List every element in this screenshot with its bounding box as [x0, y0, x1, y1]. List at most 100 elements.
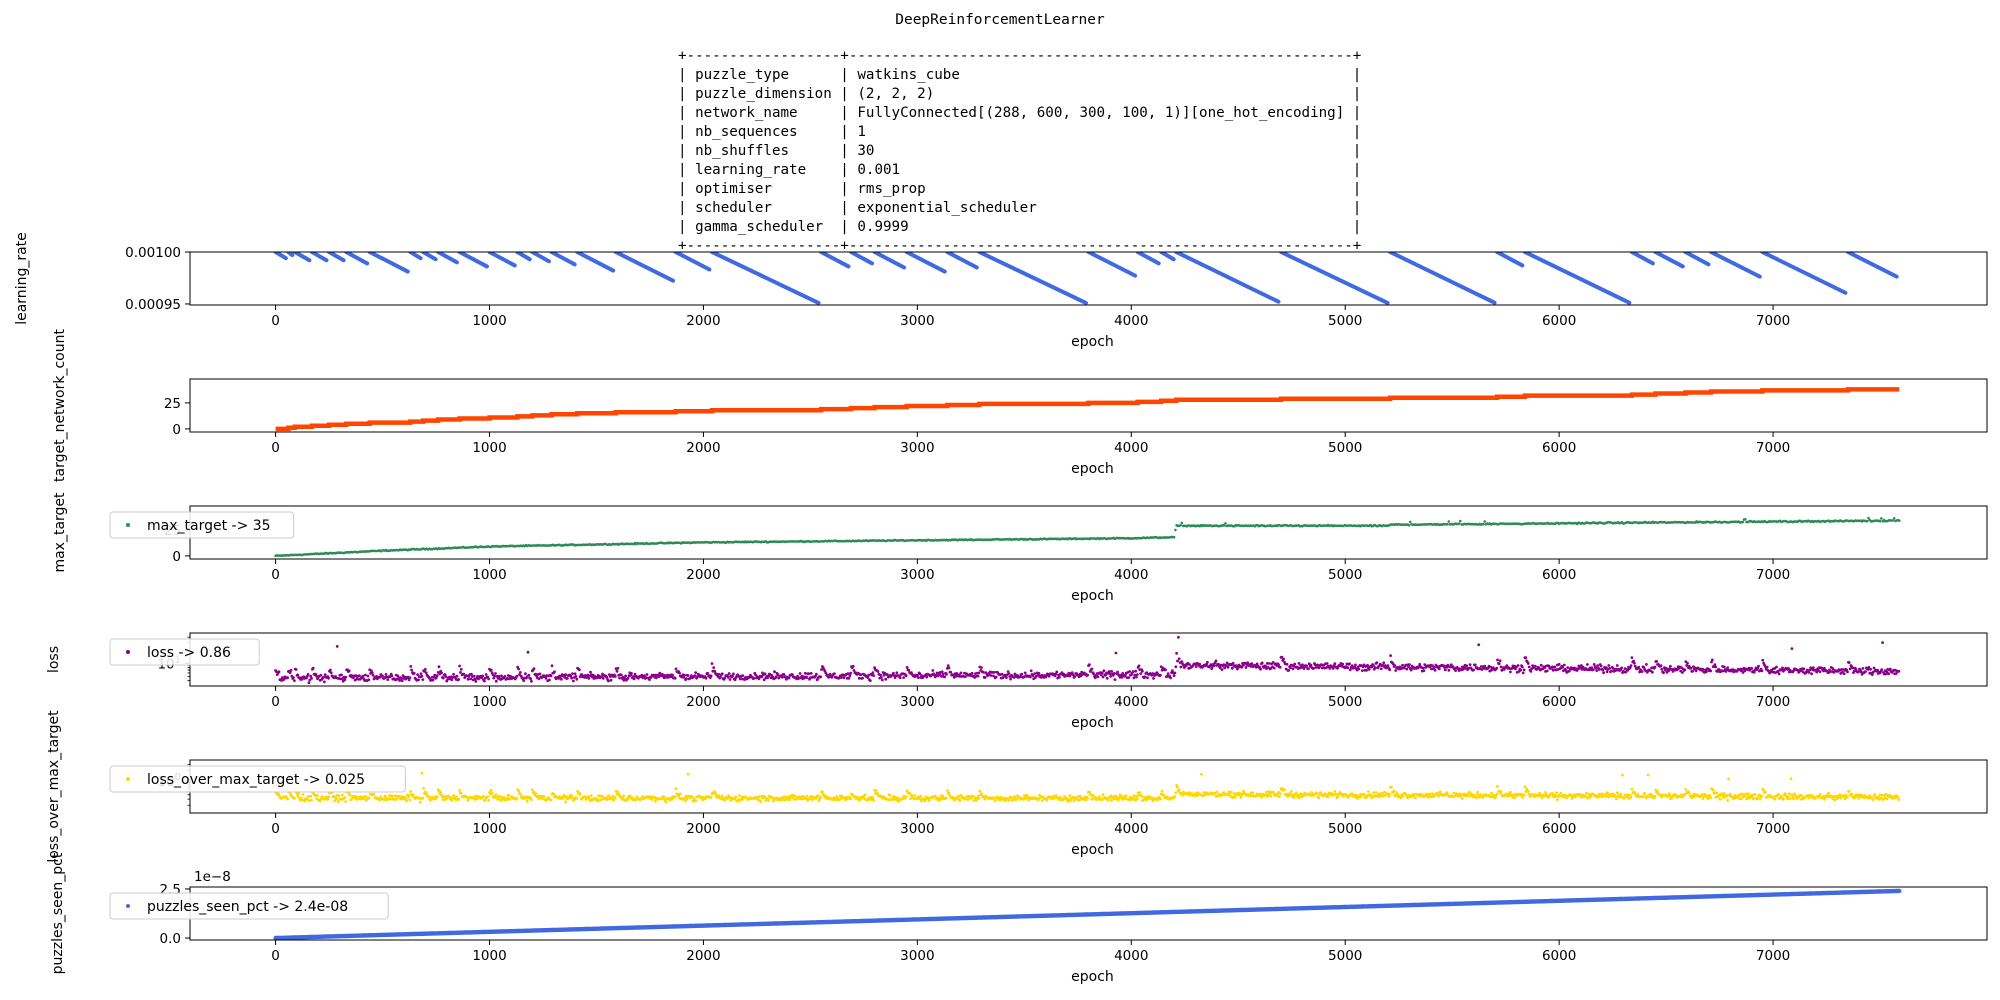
loss-over-max-target-point [595, 797, 599, 801]
loss-point [450, 678, 454, 682]
loss-point [803, 671, 807, 675]
loss-point [1443, 668, 1447, 672]
x-axis-label: epoch [1071, 588, 1114, 604]
loss-point [1872, 666, 1876, 670]
loss-point [1307, 667, 1310, 671]
loss-point [607, 679, 610, 683]
loss-over-max-target-point [1668, 792, 1671, 796]
loss-point [1217, 663, 1220, 666]
loss-point [1486, 666, 1490, 670]
loss-over-max-target-point [309, 794, 313, 798]
loss-over-max-target-point [333, 799, 336, 803]
loss-point [1210, 667, 1214, 670]
loss-over-max-target-point [1438, 790, 1442, 793]
loss-point [1114, 651, 1118, 655]
loss-point [423, 668, 427, 671]
loss-over-max-target-point [1499, 790, 1503, 794]
loss-point [1626, 669, 1629, 672]
loss-point [459, 671, 462, 674]
loss-over-max-target-point [570, 794, 573, 797]
loss-point [1629, 664, 1633, 667]
x-tick-label: 4000 [1114, 440, 1148, 456]
loss-point [959, 671, 963, 675]
loss-point [1177, 635, 1180, 639]
loss-point [727, 672, 731, 675]
loss-over-max-target-point [334, 797, 338, 801]
loss-point [1146, 676, 1149, 680]
loss-point [1354, 663, 1357, 667]
loss-over-max-target-point [496, 798, 500, 801]
loss-point [1128, 670, 1131, 673]
loss-over-max-target-point [1117, 798, 1120, 802]
loss-over-max-target-point [938, 798, 941, 802]
loss-over-max-target-point [367, 797, 371, 800]
loss-over-max-target-point [327, 795, 330, 799]
x-tick-label: 7000 [1756, 440, 1790, 456]
loss-point [731, 674, 734, 678]
loss-point [527, 673, 531, 677]
loss-point [484, 673, 488, 676]
loss-over-max-target-point [694, 799, 698, 803]
loss-point [1897, 669, 1901, 673]
loss-point [1566, 666, 1570, 669]
loss-point [1166, 672, 1170, 676]
loss-over-max-target-point [1138, 791, 1142, 794]
loss-point [1701, 667, 1705, 671]
loss-point [1433, 668, 1437, 672]
x-tick-label: 0 [271, 313, 280, 329]
loss-over-max-target-point [977, 797, 981, 800]
loss-over-max-target-point [564, 800, 568, 804]
loss-point [671, 673, 674, 677]
loss-point [1086, 673, 1089, 677]
loss-over-max-target-point [1596, 796, 1600, 799]
loss-over-max-target-point [1362, 792, 1366, 796]
loss-point [1408, 663, 1411, 666]
loss-point [849, 671, 852, 675]
loss-point [335, 645, 339, 648]
loss-over-max-target-point [336, 800, 340, 804]
loss-point [1333, 662, 1337, 666]
loss-over-max-target-point [1520, 796, 1524, 799]
loss-point [1681, 671, 1684, 674]
loss-over-max-target-point [293, 797, 296, 800]
loss-over-max-target-point [489, 788, 493, 792]
loss-point [566, 677, 569, 680]
loss-point [1007, 672, 1011, 675]
loss-point [515, 674, 519, 678]
loss-over-max-target-point [1027, 798, 1030, 802]
loss-point [720, 672, 724, 676]
loss-over-max-target-point [379, 795, 383, 799]
loss-over-max-target-point [874, 789, 878, 792]
loss-over-max-target-point [784, 798, 787, 802]
loss-over-max-target-point [1334, 792, 1338, 796]
loss-over-max-target-point [821, 790, 824, 794]
loss-over-max-target-point [1181, 793, 1184, 797]
loss-point [1472, 668, 1475, 672]
loss-point [497, 674, 501, 678]
loss-over-max-target-point [871, 796, 875, 800]
loss-over-max-target-point [816, 794, 820, 798]
loss-over-max-target-point [286, 797, 289, 801]
loss-over-max-target-point [525, 799, 529, 803]
loss-over-max-target-point [1072, 799, 1076, 803]
loss-point [807, 672, 811, 676]
max-target-point [1457, 522, 1461, 525]
loss-over-max-target-point [1650, 793, 1653, 796]
loss-point [1660, 667, 1664, 671]
loss-point [1134, 669, 1137, 673]
loss-point [1218, 666, 1222, 670]
loss-point [1139, 672, 1143, 675]
loss-point [1230, 666, 1234, 670]
x-tick-label: 0 [271, 440, 280, 456]
subplot-loss-over-max-target: 01000200030004000500060007000epoch100los… [46, 710, 1988, 863]
loss-point [814, 674, 817, 678]
loss-point [762, 678, 766, 682]
loss-over-max-target-point [1297, 796, 1301, 800]
loss-over-max-target-point [443, 794, 447, 798]
loss-point [470, 672, 473, 676]
loss-over-max-target-point [1278, 792, 1282, 795]
loss-point [1112, 672, 1116, 675]
subplot-max-target: 01000200030004000500060007000epoch250max… [52, 492, 1988, 604]
loss-over-max-target-point [490, 791, 494, 795]
loss-over-max-target-point [1330, 791, 1333, 795]
